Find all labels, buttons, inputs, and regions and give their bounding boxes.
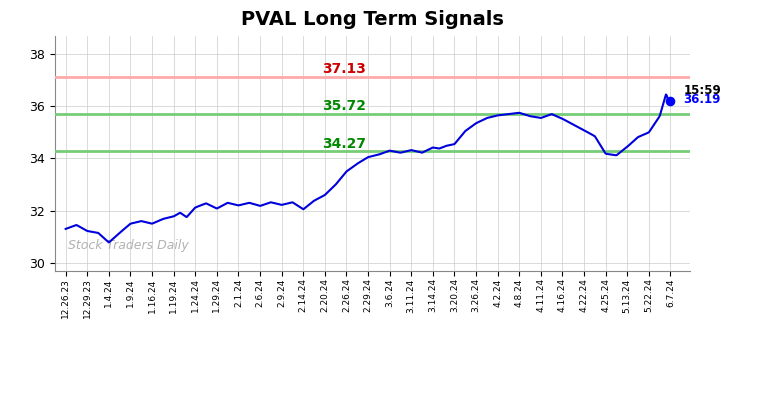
Text: 34.27: 34.27: [322, 137, 366, 151]
Text: 37.13: 37.13: [322, 62, 366, 76]
Point: [664, 98, 677, 105]
Text: 15:59: 15:59: [684, 84, 721, 97]
Text: Stock Traders Daily: Stock Traders Daily: [67, 239, 188, 252]
Text: 36.19: 36.19: [684, 94, 720, 106]
Title: PVAL Long Term Signals: PVAL Long Term Signals: [241, 10, 504, 29]
Text: 35.72: 35.72: [322, 99, 366, 113]
